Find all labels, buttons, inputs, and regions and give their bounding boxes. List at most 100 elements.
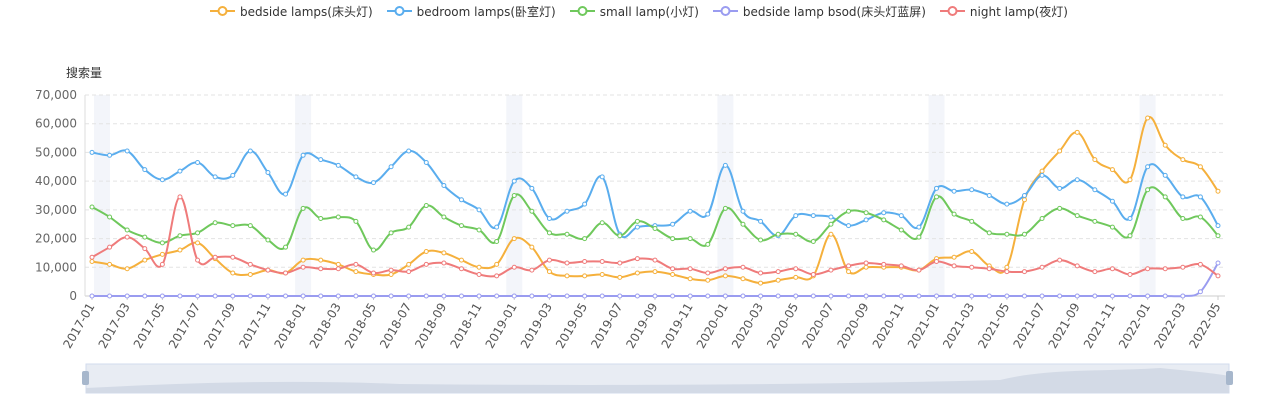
- point: [212, 254, 218, 260]
- legend-icon: [210, 6, 236, 16]
- point: [230, 254, 236, 260]
- point: [670, 293, 676, 299]
- point: [1074, 177, 1080, 183]
- point: [107, 214, 113, 220]
- point: [1162, 142, 1168, 148]
- point: [1180, 157, 1186, 163]
- x-tick-label: 2019-03: [518, 301, 555, 351]
- x-tick-label: 2018-01: [272, 301, 309, 351]
- point: [511, 178, 517, 184]
- series-line: [91, 195, 1219, 278]
- point: [142, 234, 148, 240]
- point: [388, 164, 394, 170]
- point: [124, 227, 130, 233]
- point: [705, 211, 711, 217]
- point: [265, 170, 271, 176]
- point: [810, 238, 816, 244]
- point: [969, 264, 975, 270]
- point: [142, 167, 148, 173]
- zoom-handle[interactable]: [1226, 371, 1233, 385]
- point: [705, 293, 711, 299]
- legend-item[interactable]: small lamp(小灯): [569, 3, 699, 20]
- point: [670, 266, 676, 272]
- point: [951, 211, 957, 217]
- point: [1145, 115, 1151, 121]
- y-tick-label: 30,000: [35, 203, 77, 217]
- point: [371, 293, 376, 299]
- x-tick-label: 2019-07: [588, 301, 625, 351]
- point: [1057, 148, 1063, 154]
- point: [1127, 215, 1133, 221]
- point: [388, 267, 394, 273]
- year-band: [1139, 95, 1156, 296]
- x-tick-label: 2021-03: [940, 301, 977, 351]
- point: [1021, 231, 1027, 237]
- point: [828, 231, 834, 237]
- point: [353, 269, 359, 275]
- point: [934, 194, 939, 200]
- point: [1074, 129, 1080, 135]
- point: [986, 293, 992, 299]
- point: [881, 261, 887, 267]
- point: [300, 257, 306, 263]
- point: [212, 220, 218, 226]
- point: [740, 264, 746, 270]
- point: [617, 233, 623, 239]
- point: [863, 260, 869, 266]
- point: [494, 273, 500, 279]
- point: [564, 293, 570, 299]
- point: [898, 263, 904, 269]
- point: [863, 264, 869, 270]
- legend-item[interactable]: bedside lamp bsod(床头灯蓝屏): [712, 3, 926, 20]
- point: [318, 157, 324, 163]
- point: [247, 261, 253, 267]
- point: [758, 218, 764, 224]
- point: [828, 267, 834, 273]
- point: [775, 269, 781, 275]
- point: [177, 168, 183, 174]
- point: [951, 254, 957, 260]
- point: [476, 264, 482, 270]
- point: [582, 201, 588, 207]
- point: [423, 293, 429, 299]
- point: [318, 266, 324, 272]
- point: [758, 270, 764, 276]
- x-tick-label: 2017-09: [201, 301, 238, 351]
- point: [1180, 215, 1186, 221]
- point: [1039, 215, 1045, 221]
- x-tick-label: 2020-09: [835, 301, 872, 351]
- point: [969, 248, 975, 254]
- data-zoom[interactable]: [82, 363, 1233, 394]
- x-tick-label: 2020-11: [870, 301, 907, 351]
- point: [441, 260, 447, 266]
- legend-item[interactable]: bedside lamps(床头灯): [210, 3, 373, 20]
- legend-label: bedside lamp bsod(床头灯蓝屏): [742, 4, 926, 19]
- point: [1057, 185, 1063, 191]
- point: [705, 270, 711, 276]
- point: [1162, 194, 1168, 200]
- point: [916, 224, 922, 230]
- point: [934, 259, 939, 265]
- point: [810, 293, 816, 299]
- legend-item[interactable]: bedroom lamps(卧室灯): [386, 3, 556, 20]
- point: [582, 273, 588, 279]
- zoom-handle[interactable]: [82, 371, 89, 385]
- point: [107, 152, 113, 158]
- point: [423, 261, 429, 267]
- point: [546, 257, 552, 263]
- point: [318, 257, 324, 263]
- point: [722, 293, 728, 299]
- point: [230, 293, 236, 299]
- point: [599, 271, 605, 277]
- point: [722, 273, 728, 279]
- point: [195, 230, 201, 236]
- point: [230, 270, 236, 276]
- legend-item[interactable]: night lamp(夜灯): [939, 3, 1068, 20]
- point: [476, 227, 482, 233]
- legend-icon: [939, 6, 965, 16]
- point: [89, 204, 95, 210]
- point: [1021, 193, 1027, 198]
- legend-label: bedside lamps(床头灯): [240, 4, 373, 19]
- legend-label: bedroom lamps(卧室灯): [416, 4, 556, 19]
